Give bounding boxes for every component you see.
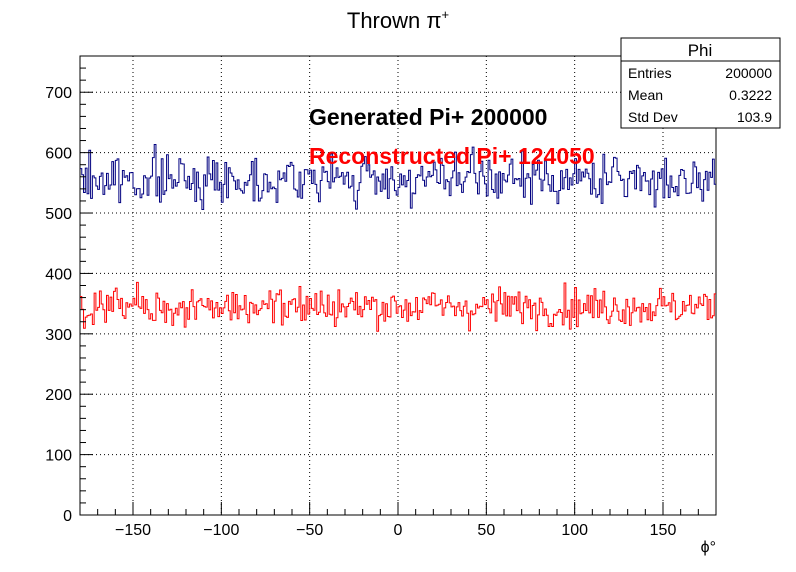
x-tick-label: 150 (650, 522, 677, 539)
stats-entries-value: 200000 (725, 65, 772, 81)
x-tick-label: 50 (477, 522, 495, 539)
reconstructed-series (80, 281, 716, 332)
y-tick-label: 700 (45, 85, 72, 102)
chart-title: Thrown π+ (347, 7, 449, 33)
stats-stddev-value: 103.9 (737, 109, 772, 125)
stats-box: Phi Entries 200000 Mean 0.3222 Std Dev 1… (620, 37, 781, 129)
y-tick-label: 600 (45, 146, 72, 163)
y-tick-label: 100 (45, 448, 72, 465)
grid-lines (80, 56, 716, 515)
stats-stddev-label: Std Dev (628, 109, 678, 125)
generated-series (80, 143, 716, 211)
y-tick-label: 400 (45, 266, 72, 283)
chart-title-superscript: + (442, 7, 450, 22)
x-tick-label: −150 (115, 522, 151, 539)
y-tick-label: 500 (45, 206, 72, 223)
generated-annotation: Generated Pi+ 200000 (309, 104, 547, 130)
x-tick-label: −100 (203, 522, 239, 539)
stats-box-title: Phi (688, 41, 713, 60)
x-tick-label: 0 (394, 522, 403, 539)
y-tick-label: 300 (45, 327, 72, 344)
histogram-series (80, 143, 716, 332)
generated-histogram-line (80, 143, 716, 211)
tick-labels: −150 −100 −50 0 50 100 150 0 100 200 300 400 500 600 7… (45, 85, 676, 539)
reconstructed-histogram-line (80, 281, 716, 332)
x-tick-label: 100 (561, 522, 588, 539)
y-tick-label: 200 (45, 387, 72, 404)
chart-title-main: Thrown π (347, 8, 442, 33)
y-tick-label: 0 (63, 508, 72, 525)
stats-mean-value: 0.3222 (729, 87, 772, 103)
stats-mean-label: Mean (628, 87, 663, 103)
reconstructed-annotation: Reconstructed Pi+ 124050 (309, 143, 595, 169)
axis-ticks (79, 67, 717, 516)
x-axis-label: ϕ° (701, 539, 716, 556)
stats-entries-label: Entries (628, 65, 672, 81)
x-tick-label: −50 (296, 522, 323, 539)
